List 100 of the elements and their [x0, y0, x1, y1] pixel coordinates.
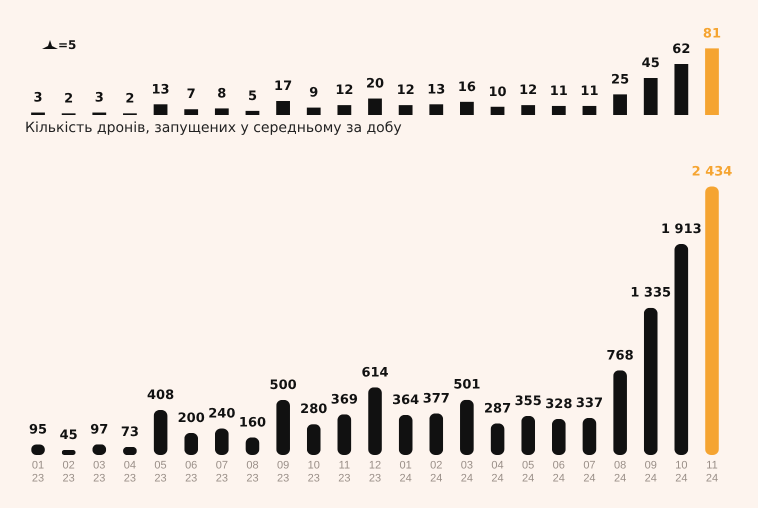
data-label: 364	[392, 392, 420, 408]
x-tick-label: 01 23	[32, 460, 44, 484]
data-label: 2 434	[692, 164, 732, 180]
data-label: 12	[519, 83, 538, 98]
x-tick-label: 06 23	[185, 460, 198, 484]
x-tick-label: 02 23	[62, 460, 75, 484]
data-label: 328	[545, 396, 572, 412]
x-tick-label: 03 23	[93, 460, 106, 484]
x-tick-label: 04 24	[491, 460, 504, 484]
x-tick-label: 02 24	[430, 460, 442, 484]
x-tick-label: 04 23	[124, 460, 136, 484]
x-tick-label: 10 23	[308, 460, 320, 484]
bar	[429, 413, 444, 455]
x-tick-label: 11 24	[706, 460, 718, 484]
bar	[613, 94, 627, 115]
data-label: 240	[208, 406, 236, 422]
data-label: 20	[366, 76, 384, 92]
bar	[552, 106, 566, 115]
data-label: 280	[300, 402, 328, 418]
data-label: 95	[28, 422, 48, 438]
x-tick-label: 10 24	[675, 460, 688, 484]
data-label: 7	[186, 87, 196, 102]
x-tick-label: 06 24	[552, 460, 565, 484]
data-label: 614	[361, 365, 389, 380]
x-tick-label: 12 23	[368, 460, 382, 484]
bar	[644, 308, 658, 455]
data-label: 11	[550, 84, 568, 99]
bar	[398, 414, 413, 455]
x-tick-label: 05 23	[154, 460, 167, 484]
data-label: 11	[580, 84, 598, 99]
data-label: 17	[274, 79, 292, 94]
bar	[398, 105, 413, 115]
bar	[368, 98, 382, 115]
bar	[429, 104, 444, 115]
bar	[460, 102, 474, 115]
data-label: 12	[335, 83, 354, 98]
bar	[644, 78, 658, 115]
bar	[306, 108, 321, 115]
data-label: 377	[422, 391, 450, 406]
data-label: 1 913	[660, 222, 702, 237]
data-label: 5	[248, 88, 257, 104]
bar	[337, 105, 352, 115]
text: Кількість дронів, запущених у середньому за добу	[25, 120, 402, 136]
data-label: 25	[611, 72, 630, 88]
bar	[368, 387, 382, 455]
bar	[674, 244, 688, 455]
bar	[154, 104, 168, 115]
bar	[337, 414, 352, 455]
bar	[214, 108, 229, 115]
bar	[705, 48, 719, 115]
data-label: 16	[458, 80, 476, 95]
annotation: =5	[58, 38, 76, 52]
data-label: 2	[64, 91, 74, 106]
data-label: 1 335	[630, 286, 672, 301]
x-tick-label: 07 23	[216, 460, 228, 484]
bar	[521, 105, 536, 115]
bar	[674, 64, 688, 115]
x-tick-label: 08 24	[614, 460, 626, 484]
data-label: 45	[60, 428, 78, 444]
data-label: 8	[217, 86, 226, 102]
bar	[705, 186, 719, 455]
bar	[460, 400, 474, 455]
data-label: 62	[672, 42, 690, 57]
data-label: 12	[396, 83, 415, 98]
bar	[552, 418, 566, 455]
x-tick-label: 11 23	[338, 460, 350, 484]
data-label: 13	[152, 82, 170, 98]
x-tick-label: 01 24	[400, 460, 412, 484]
data-label: 337	[576, 396, 604, 411]
x-tick-label: 07 24	[583, 460, 596, 484]
data-label: 2	[125, 91, 134, 106]
data-label: 500	[270, 378, 297, 393]
bar	[276, 400, 290, 455]
data-label: 3	[33, 90, 43, 106]
data-label: 160	[238, 415, 266, 430]
data-label: 408	[146, 388, 174, 403]
data-label: 73	[120, 424, 139, 440]
data-label: 501	[453, 378, 480, 393]
data-label: 81	[702, 26, 722, 42]
bar	[521, 416, 536, 455]
bar	[246, 110, 260, 115]
x-tick-label: 08 23	[246, 460, 259, 484]
data-label: 13	[427, 82, 446, 98]
data-label: 200	[178, 410, 205, 426]
data-label: 369	[330, 392, 358, 408]
data-label: 97	[90, 422, 108, 438]
data-label: 9	[309, 86, 318, 101]
bar	[582, 106, 596, 115]
data-label: 768	[606, 348, 634, 364]
x-tick-label: 09 23	[276, 460, 290, 484]
x-tick-label: 09 24	[644, 460, 657, 484]
bar	[613, 370, 627, 455]
data-label: 355	[514, 394, 542, 409]
bar	[184, 109, 198, 115]
data-label: 45	[642, 56, 660, 71]
bar	[490, 106, 504, 115]
data-label: 10	[488, 84, 507, 100]
x-tick-label: 03 24	[460, 460, 474, 484]
x-tick-label: 05 24	[522, 460, 534, 484]
data-label: 287	[484, 401, 512, 416]
